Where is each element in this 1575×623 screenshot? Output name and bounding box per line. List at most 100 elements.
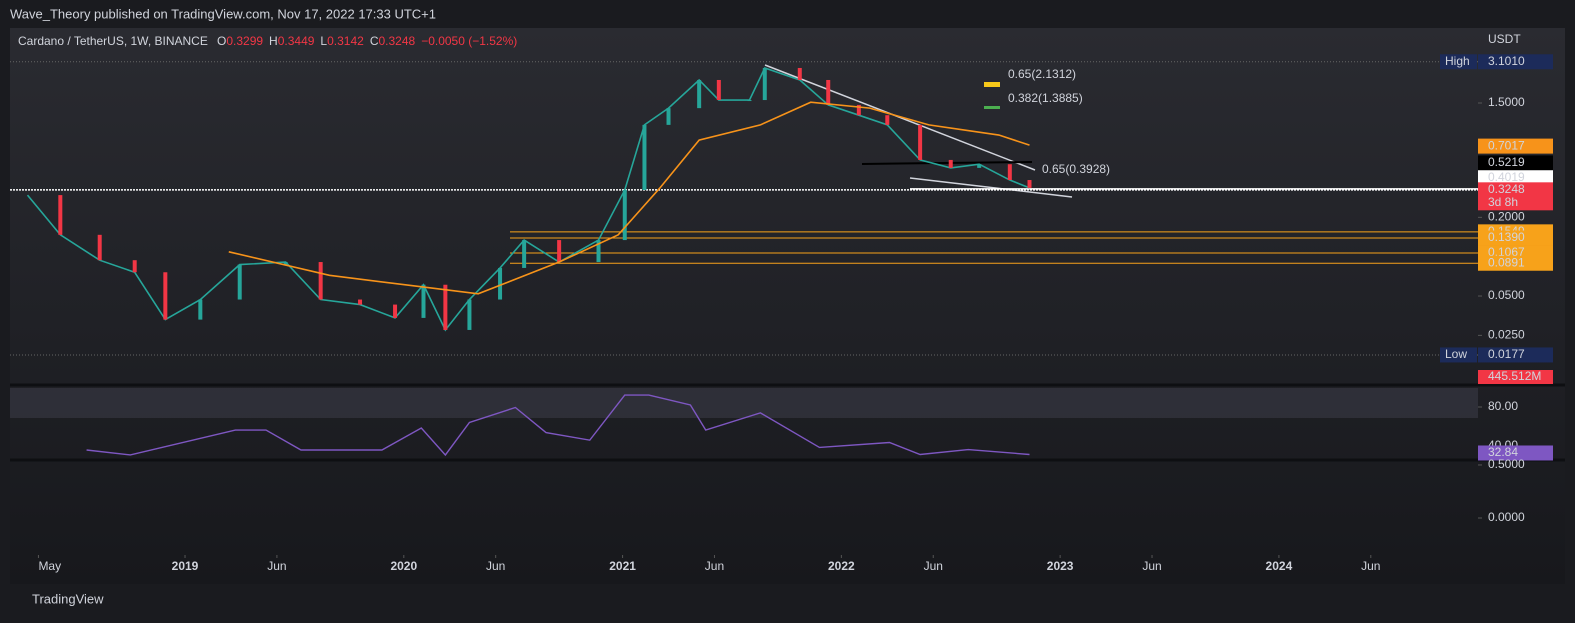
price-tag-label: High — [1445, 54, 1470, 68]
candle — [1007, 164, 1012, 181]
rsi-tag — [1478, 445, 1553, 461]
price-countdown: 3d 8h — [1488, 195, 1518, 209]
price-label: 0.3248 — [1488, 182, 1525, 196]
x-tick-label: 2022 — [828, 559, 855, 573]
fib-swatch — [984, 82, 1000, 87]
rsi-current: 32.84 — [1488, 445, 1518, 459]
price-tag — [1478, 138, 1553, 154]
candle — [393, 304, 398, 318]
price-tag — [1478, 54, 1553, 70]
price-label: 3.1010 — [1488, 54, 1525, 68]
macd-tick-label: 0.0000 — [1488, 510, 1525, 524]
fib-swatch — [984, 106, 1000, 109]
x-tick-label: Jun — [267, 559, 286, 573]
candle — [697, 79, 702, 109]
candle — [762, 67, 767, 101]
fib-label: 0.65(0.3928) — [1042, 162, 1110, 176]
ohlc-value: 0.3449 — [278, 34, 315, 48]
price-line — [26, 66, 1030, 332]
fib-label: 0.65(2.1312) — [1008, 67, 1076, 81]
candle — [642, 124, 647, 190]
rsi-band — [10, 388, 1478, 418]
ma-line-black — [861, 161, 1033, 165]
x-tick-label: Jun — [1142, 559, 1161, 573]
price-tag — [1478, 347, 1553, 363]
ohlc-legend: O0.3299 H0.3449 L0.3142 C0.3248 −0.0050 (−1.… — [217, 34, 517, 48]
price-tag — [1478, 255, 1553, 271]
candle — [498, 267, 503, 300]
x-tick-label: Jun — [705, 559, 724, 573]
candle — [826, 79, 831, 105]
ohlc-key: O — [217, 34, 226, 48]
macd-tick-label: 0.5000 — [1488, 457, 1525, 471]
x-tick-label: 2023 — [1047, 559, 1074, 573]
candle — [596, 240, 601, 263]
price-label: 0.7017 — [1488, 138, 1525, 152]
candle — [58, 195, 63, 235]
price-tag — [1478, 155, 1553, 171]
price-label: 0.0177 — [1488, 347, 1525, 361]
price-label: 0.4019 — [1488, 170, 1525, 184]
price-tag-label: Low — [1445, 347, 1467, 361]
candle — [358, 299, 363, 305]
price-tag-name — [1440, 347, 1477, 363]
x-tick-label: 2019 — [172, 559, 199, 573]
candle — [716, 79, 721, 101]
candle — [747, 100, 752, 102]
fib-label: 0.382(1.3885) — [1008, 91, 1083, 105]
y-tick-label: 0.2000 — [1488, 210, 1525, 224]
x-tick-label: Jun — [1361, 559, 1380, 573]
y-tick-label: 0.0250 — [1488, 328, 1525, 342]
volume-tag — [1478, 370, 1553, 384]
candle — [443, 284, 448, 330]
chart-panel — [10, 28, 1565, 584]
price-label: 0.0891 — [1488, 255, 1525, 269]
candle — [977, 164, 982, 168]
candle — [97, 234, 102, 261]
candle — [948, 159, 953, 168]
ohlc-change: −0.0050 (−1.52%) — [421, 34, 517, 48]
candle — [163, 272, 168, 320]
volume-label: 445.512M — [1488, 369, 1541, 383]
x-tick-label: 2020 — [390, 559, 417, 573]
symbol-title: Cardano / TetherUS, 1W, BINANCE — [18, 34, 208, 48]
x-tick-label: 2021 — [609, 559, 636, 573]
candle — [1027, 180, 1032, 188]
rsi-tick-label: 80.00 — [1488, 399, 1518, 413]
ohlc-value: 0.3248 — [378, 34, 415, 48]
x-tick-label: Jun — [486, 559, 505, 573]
rsi-line — [86, 394, 1030, 457]
ohlc-key: H — [269, 34, 278, 48]
trendline — [909, 177, 1073, 198]
candle — [622, 189, 627, 241]
candle — [283, 262, 288, 265]
x-tick-label: Jun — [924, 559, 943, 573]
ohlc-key: C — [370, 34, 379, 48]
candle — [237, 264, 242, 300]
x-tick-label: 2024 — [1266, 559, 1293, 573]
price-tag-name — [1440, 54, 1477, 70]
ohlc-key: L — [320, 34, 327, 48]
header: Wave_Theory published on TradingView.com… — [10, 6, 436, 21]
candle — [467, 299, 472, 330]
footer-brand: TradingView — [32, 591, 104, 606]
candle — [318, 262, 323, 300]
candle — [797, 67, 802, 80]
price-label: 0.1390 — [1488, 230, 1525, 244]
ohlc-value: 0.3299 — [226, 34, 263, 48]
y-tick-label: 0.0500 — [1488, 288, 1525, 302]
candle — [421, 284, 426, 318]
candle — [856, 104, 861, 116]
x-tick-label: May — [38, 559, 61, 573]
candle — [198, 299, 203, 320]
currency: USDT — [1488, 32, 1521, 46]
price-label: 0.1067 — [1488, 245, 1525, 259]
y-tick-label: 1.5000 — [1488, 95, 1525, 109]
candle — [132, 260, 137, 273]
price-label: 0.5219 — [1488, 155, 1525, 169]
candle — [557, 240, 562, 263]
price-line — [228, 101, 1030, 295]
candle — [666, 108, 671, 125]
